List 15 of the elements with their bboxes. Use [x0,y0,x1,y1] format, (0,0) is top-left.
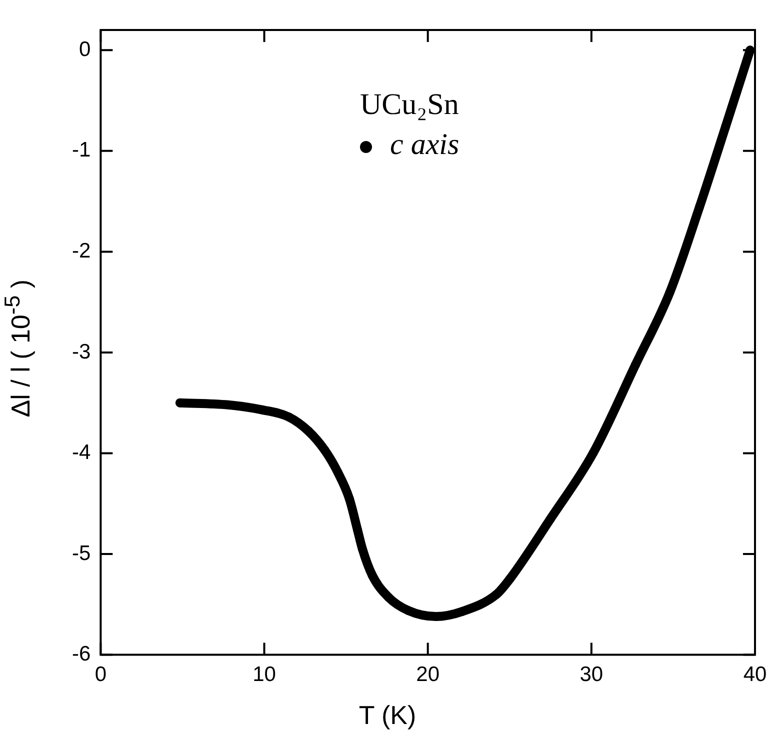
y-tick-label: -3 [72,340,91,364]
y-tick-label: -6 [72,642,91,666]
legend-label: c axis [390,128,460,161]
y-tick-label: 0 [78,38,91,61]
x-tick-label: 0 [94,663,107,686]
y-tick-label: -2 [72,240,91,262]
y-tick-label: -1 [72,138,91,162]
x-tick-label: 40 [743,663,767,686]
y-tick-label: -5 [72,542,91,565]
x-tick-label: 10 [252,663,276,686]
x-tick-label: 20 [416,663,440,686]
legend-title: UCu₂Sn [360,87,460,123]
x-tick-label: 30 [580,663,604,686]
x-axis-title: T (K) [358,700,418,731]
y-tick-label: -4 [72,441,91,464]
